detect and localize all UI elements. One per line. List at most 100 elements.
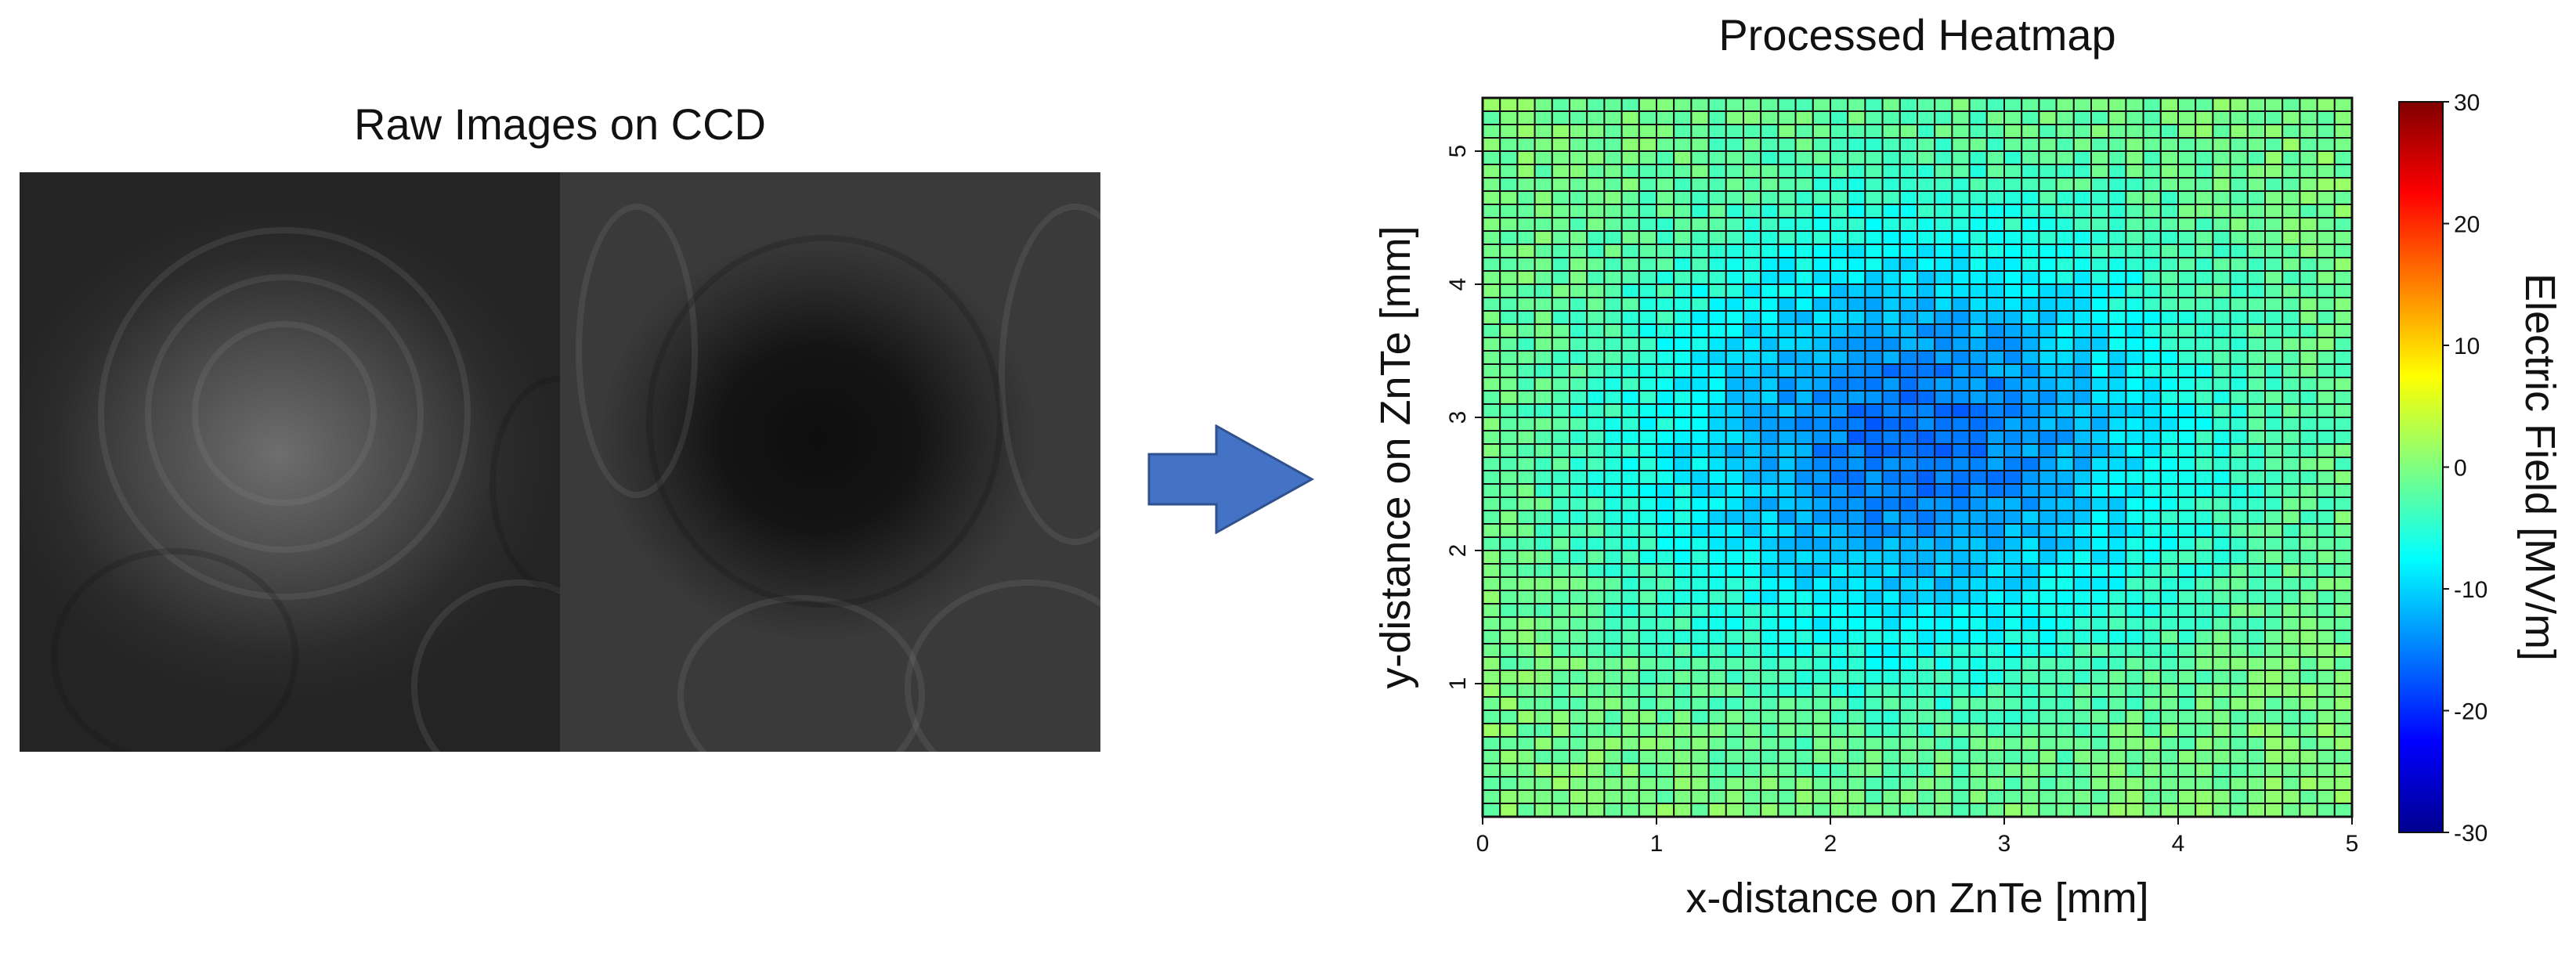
heatmap-cell — [2264, 244, 2284, 258]
heatmap-cell — [1985, 190, 2006, 205]
heatmap-cell — [1673, 110, 1693, 125]
heatmap-cell — [2333, 350, 2354, 365]
heatmap-cell — [1917, 789, 1936, 804]
heatmap-cell — [1743, 683, 1762, 698]
heatmap-cell — [2055, 736, 2075, 751]
heatmap-cell — [1620, 483, 1640, 498]
heatmap-cell — [1586, 257, 1606, 272]
heatmap-cell — [2003, 576, 2023, 591]
heatmap-cell — [2316, 736, 2336, 751]
heatmap-cell — [1864, 496, 1884, 511]
heatmap-cell — [1777, 643, 1797, 658]
heatmap-cell — [2195, 230, 2214, 245]
heatmap-cell — [2003, 603, 2023, 618]
heatmap-cell — [2282, 696, 2301, 711]
heatmap-cell — [1656, 430, 1675, 445]
heatmap-cell — [1794, 616, 1814, 631]
heatmap-cell — [2316, 457, 2336, 471]
heatmap-cell — [2125, 496, 2144, 511]
heatmap-cell — [1951, 257, 1971, 272]
heatmap-cell — [1777, 696, 1797, 711]
heatmap-cell — [2072, 230, 2093, 245]
heatmap-cell — [1569, 709, 1588, 724]
heatmap-cell — [1830, 270, 1849, 285]
heatmap-cell — [1638, 217, 1658, 232]
heatmap-cell — [1725, 377, 1745, 392]
heatmap-cell — [1534, 190, 1553, 205]
heatmap-cell — [2003, 749, 2023, 764]
heatmap-cell — [2264, 443, 2284, 458]
heatmap-cell — [2316, 563, 2336, 578]
heatmap-cell — [2229, 443, 2249, 458]
heatmap-cell — [2003, 630, 2023, 644]
heatmap-cell — [2212, 696, 2231, 711]
heatmap-cell — [1830, 403, 1849, 418]
heatmap-cell — [1830, 536, 1849, 551]
heatmap-cell — [1743, 536, 1762, 551]
heatmap-cell — [2125, 709, 2144, 724]
heatmap-cell — [1968, 310, 1988, 325]
heatmap-cell — [1743, 736, 1762, 751]
heatmap-cell — [2038, 310, 2058, 325]
heatmap-cell — [1690, 323, 1710, 338]
heatmap-cell — [2038, 363, 2058, 378]
heatmap-cell — [1881, 204, 1901, 218]
heatmap-cell — [2177, 563, 2197, 578]
heatmap-cell — [2159, 683, 2180, 698]
heatmap-cell — [1569, 736, 1588, 751]
heatmap-cell — [2229, 217, 2249, 232]
heatmap-cell — [1812, 403, 1832, 418]
heatmap-cell — [2229, 204, 2249, 218]
heatmap-cell — [2159, 150, 2180, 165]
heatmap-cell — [1551, 736, 1571, 751]
heatmap-cell — [1551, 177, 1571, 192]
heatmap-cell — [1830, 310, 1849, 325]
heatmap-cell — [2264, 736, 2284, 751]
heatmap-cell — [2195, 204, 2214, 218]
heatmap-cell — [1917, 723, 1936, 738]
heatmap-cell — [1620, 283, 1640, 298]
heatmap-cell — [2142, 244, 2162, 258]
heatmap-cell — [1534, 310, 1553, 325]
heatmap-cell — [1603, 576, 1623, 591]
heatmap-cell — [2195, 377, 2214, 392]
heatmap-cell — [2055, 164, 2075, 179]
heatmap-cell — [1968, 563, 1988, 578]
heatmap-cell — [1586, 736, 1606, 751]
heatmap-cell — [1690, 257, 1710, 272]
heatmap-cell — [1760, 470, 1779, 485]
heatmap-cell — [1743, 749, 1762, 764]
heatmap-cell — [2316, 789, 2336, 804]
heatmap-cell — [2229, 736, 2249, 751]
heatmap-cell — [2316, 576, 2336, 591]
heatmap-cell — [2003, 217, 2023, 232]
heatmap-cell — [2195, 643, 2214, 658]
heatmap-cell — [2177, 603, 2197, 618]
heatmap-cell — [2090, 323, 2110, 338]
heatmap-cell — [1569, 137, 1588, 152]
heatmap-cell — [1777, 630, 1797, 644]
heatmap-cell — [2038, 670, 2058, 684]
heatmap-cell — [2021, 723, 2040, 738]
heatmap-cell — [1673, 576, 1693, 591]
heatmap-cell — [1551, 776, 1571, 791]
heatmap-cell — [1899, 550, 1919, 565]
heatmap-cell — [1812, 177, 1832, 192]
heatmap-cell — [2177, 576, 2197, 591]
heatmap-cell — [2072, 150, 2093, 165]
heatmap-cell — [1985, 350, 2006, 365]
heatmap-cell — [1760, 763, 1779, 778]
heatmap-cell — [1847, 137, 1866, 152]
heatmap-cell — [1656, 230, 1675, 245]
heatmap-cell — [2299, 310, 2318, 325]
heatmap-cell — [1864, 190, 1884, 205]
heatmap-cell — [1638, 230, 1658, 245]
heatmap-cell — [2264, 470, 2284, 485]
heatmap-cell — [1673, 696, 1693, 711]
heatmap-cell — [1777, 297, 1797, 312]
heatmap-cell — [2142, 709, 2162, 724]
heatmap-cell — [2246, 217, 2267, 232]
heatmap-cell — [1917, 656, 1936, 671]
heatmap-cell — [2159, 283, 2180, 298]
